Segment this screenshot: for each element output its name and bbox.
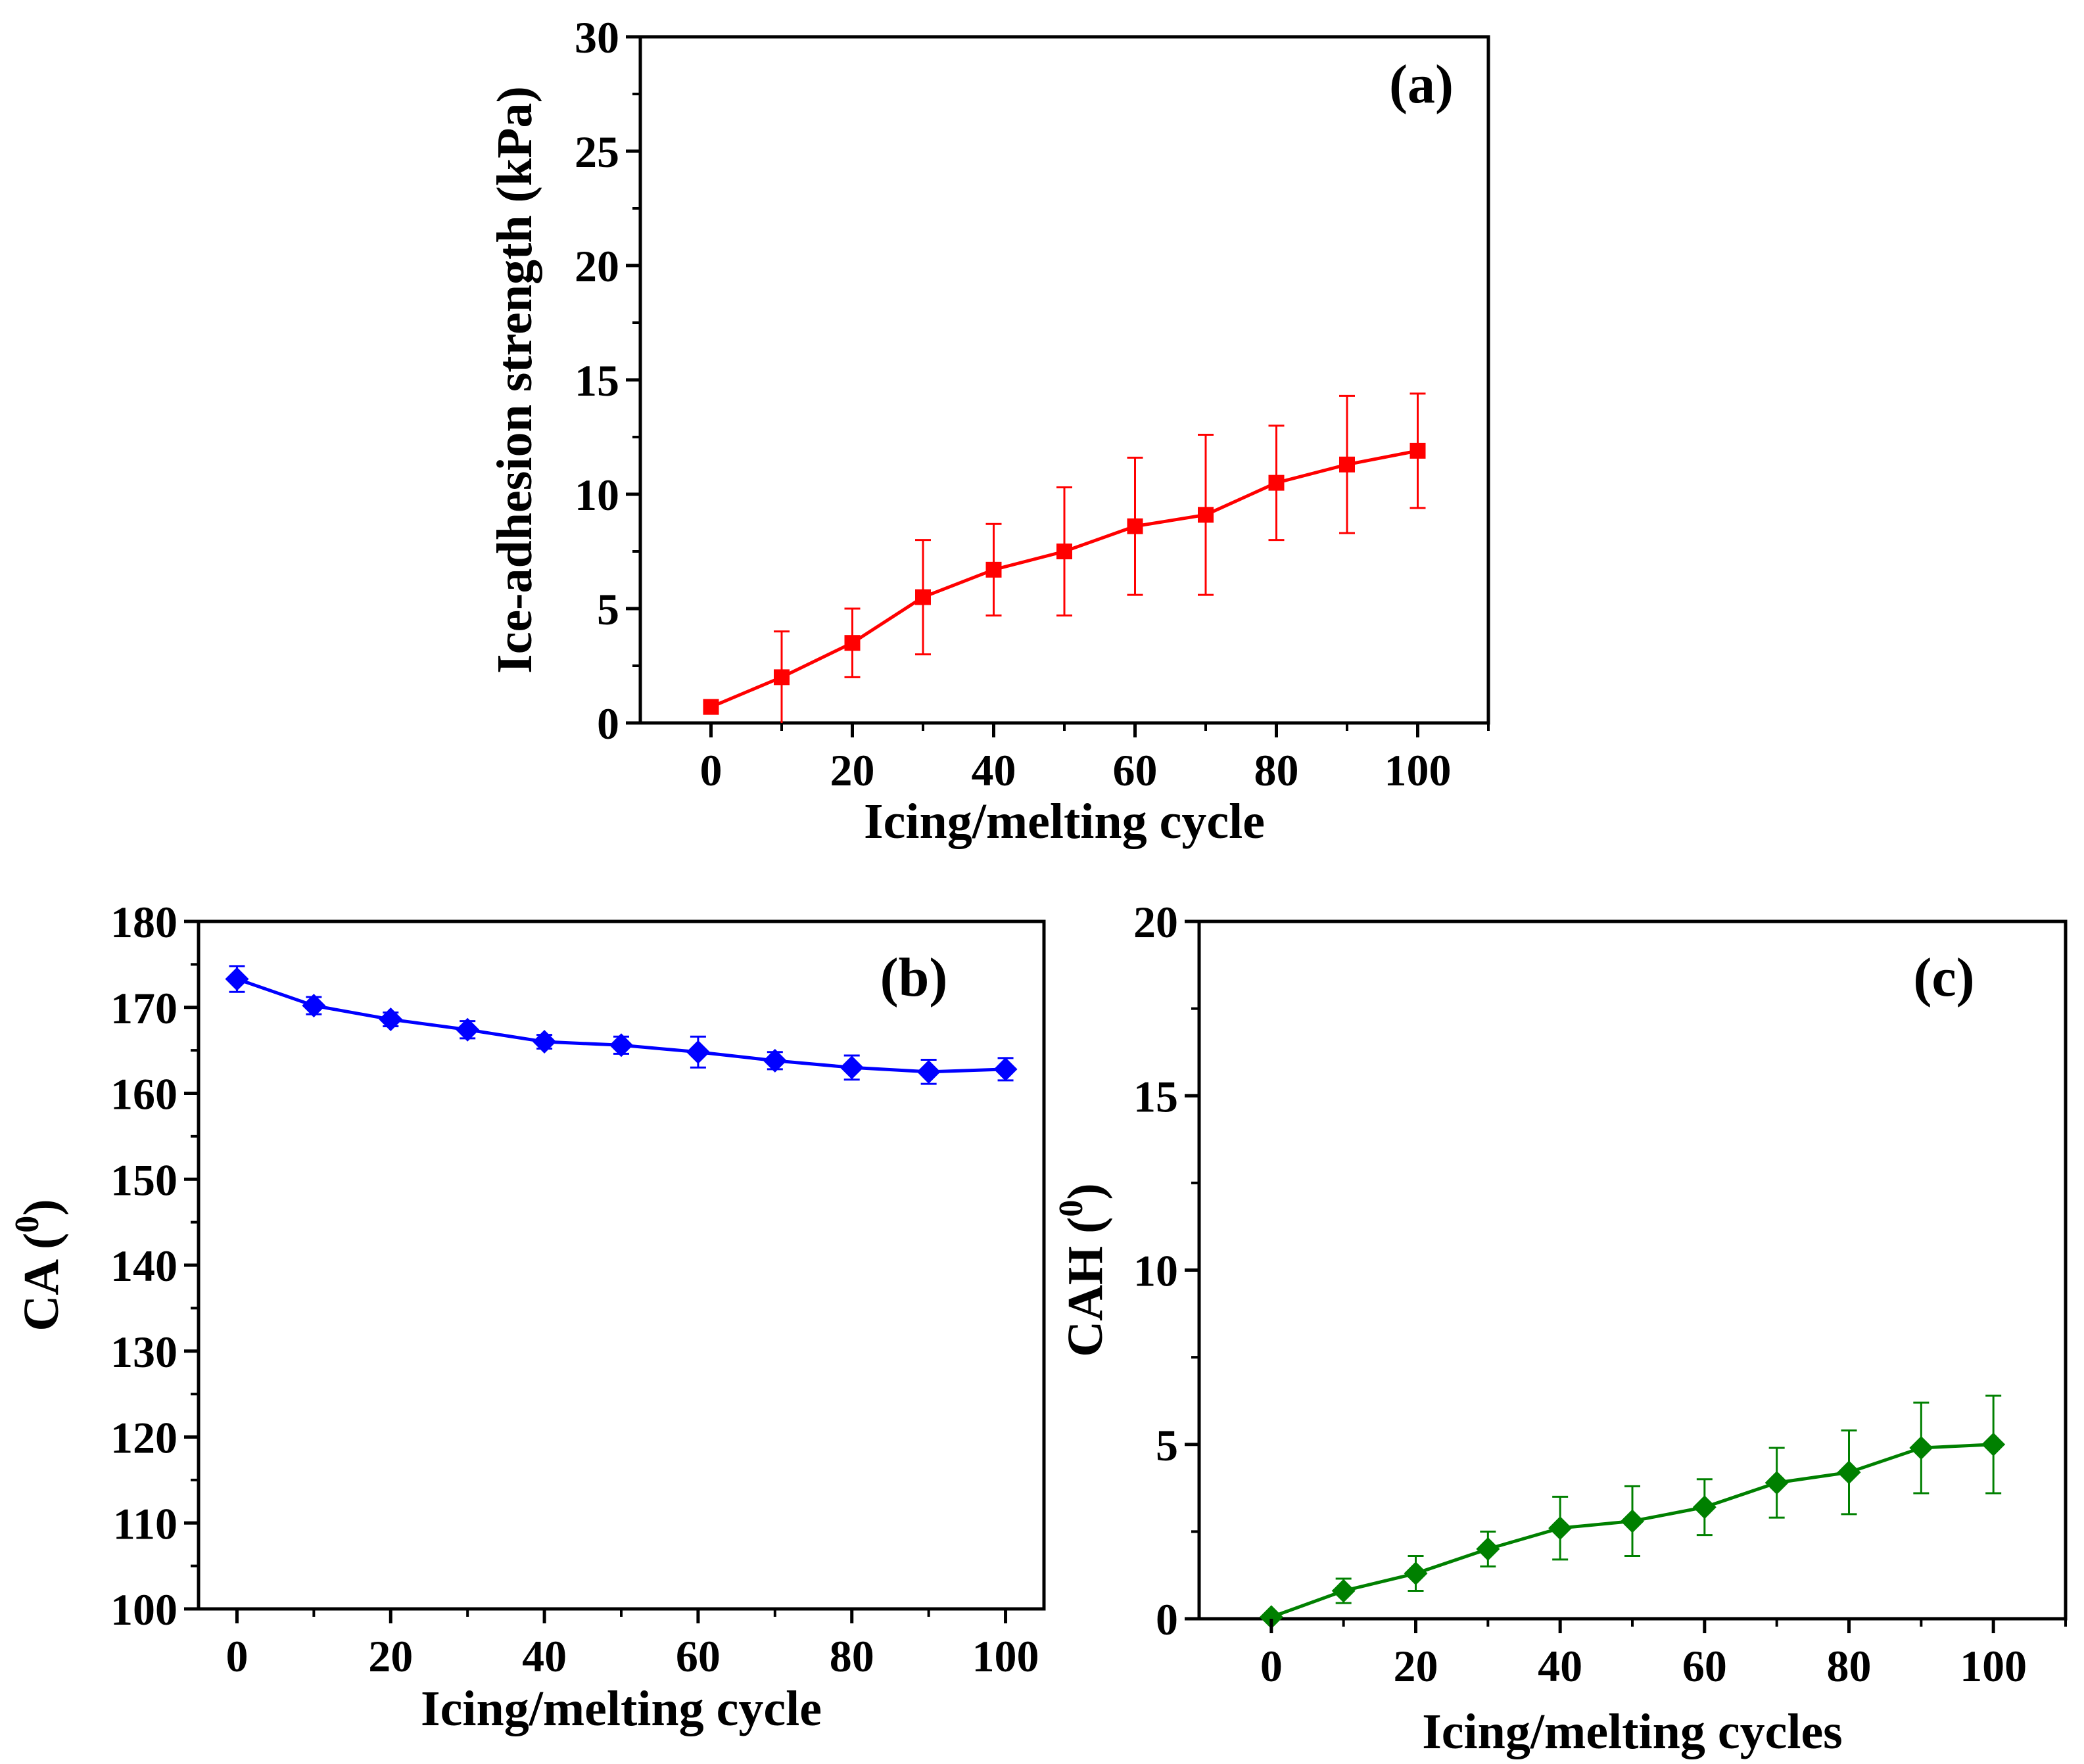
x-tick-label: 40 — [522, 1631, 567, 1681]
x-tick-label: 0 — [1260, 1641, 1283, 1691]
y-tick-label: 30 — [575, 12, 619, 62]
y-tick-label: 160 — [110, 1069, 178, 1119]
x-tick-label: 100 — [1960, 1641, 2027, 1691]
y-tick-label: 0 — [1156, 1594, 1178, 1644]
y-axis-title-superscript: 0 — [9, 1216, 46, 1233]
data-point — [1339, 457, 1355, 473]
y-axis-title-superscript: 0 — [1053, 1200, 1090, 1217]
x-tick-label: 80 — [830, 1631, 874, 1681]
y-tick-label: 15 — [575, 356, 619, 406]
y-tick-label: 120 — [110, 1413, 178, 1463]
x-tick-label: 40 — [972, 745, 1016, 795]
x-axis-title: Icing/melting cycle — [864, 794, 1265, 849]
y-tick-label: 5 — [597, 584, 619, 634]
data-point — [915, 590, 931, 605]
x-axis-title: Icing/melting cycles — [1422, 1704, 1843, 1759]
x-tick-label: 60 — [1113, 745, 1158, 795]
panel-label: (b) — [880, 947, 948, 1008]
y-tick-label: 5 — [1156, 1420, 1178, 1470]
data-point — [986, 562, 1002, 578]
x-tick-label: 0 — [700, 745, 722, 795]
x-tick-label: 0 — [225, 1631, 248, 1681]
data-point — [1127, 519, 1143, 534]
y-axis-title-end: ) — [1058, 1183, 1113, 1199]
x-tick-label: 20 — [1394, 1641, 1438, 1691]
x-tick-label: 20 — [830, 745, 875, 795]
data-point — [1410, 443, 1426, 459]
x-tick-label: 20 — [368, 1631, 413, 1681]
y-tick-label: 20 — [1133, 897, 1178, 947]
data-point — [1198, 507, 1214, 522]
x-tick-label: 40 — [1538, 1641, 1582, 1691]
x-tick-label: 100 — [1385, 745, 1452, 795]
y-axis-title-main: CAH ( — [1058, 1217, 1113, 1357]
y-tick-label: 15 — [1133, 1071, 1178, 1121]
x-tick-label: 60 — [676, 1631, 721, 1681]
data-point — [703, 699, 719, 715]
y-tick-label: 0 — [597, 699, 619, 749]
panel-label: (a) — [1389, 54, 1454, 115]
data-point — [774, 669, 790, 685]
y-tick-label: 170 — [110, 983, 178, 1033]
x-tick-label: 80 — [1254, 745, 1299, 795]
y-tick-label: 110 — [113, 1498, 178, 1548]
data-point — [1269, 475, 1285, 491]
y-tick-label: 25 — [575, 127, 619, 177]
data-point — [1056, 544, 1072, 559]
y-axis-title-end: ) — [14, 1199, 69, 1215]
y-tick-label: 10 — [1133, 1246, 1178, 1296]
x-tick-label: 80 — [1827, 1641, 1872, 1691]
x-tick-label: 60 — [1682, 1641, 1727, 1691]
y-tick-label: 100 — [110, 1585, 178, 1635]
y-axis-title-main: CA ( — [14, 1233, 69, 1332]
data-point — [845, 635, 861, 651]
y-axis-title: Ice-adhesion strength (kPa) — [487, 86, 542, 674]
x-axis-title: Icing/melting cycle — [421, 1681, 822, 1736]
panel-label: (c) — [1913, 947, 1974, 1008]
y-tick-label: 180 — [110, 897, 178, 947]
x-tick-label: 100 — [972, 1631, 1039, 1681]
y-tick-label: 130 — [110, 1327, 178, 1377]
y-tick-label: 150 — [110, 1155, 178, 1205]
y-tick-label: 20 — [575, 241, 619, 291]
y-tick-label: 140 — [110, 1241, 178, 1291]
y-tick-label: 10 — [575, 470, 619, 520]
